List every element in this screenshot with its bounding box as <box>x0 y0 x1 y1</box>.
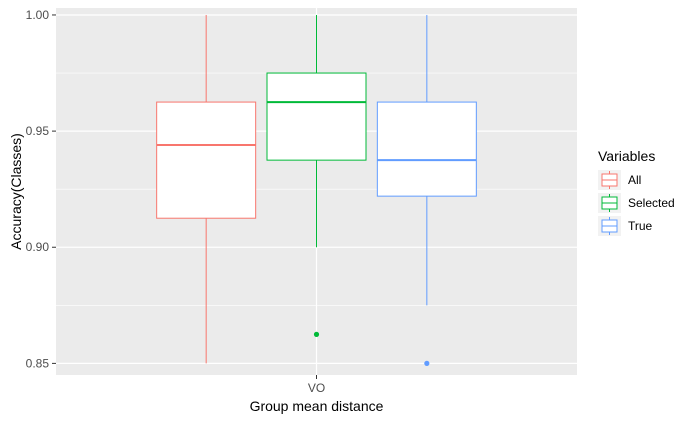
box-selected <box>266 14 367 337</box>
legend-label: All <box>628 173 641 187</box>
legend-label: True <box>628 219 653 233</box>
y-tick-label: 0.90 <box>26 240 50 254</box>
box-body <box>156 101 257 219</box>
legend-title: Variables <box>598 148 655 164</box>
legend-item-all: All <box>598 170 641 190</box>
y-axis: 0.85 0.90 0.95 1.00 <box>26 8 56 370</box>
legend-label: Selected <box>628 196 675 210</box>
box-body <box>266 72 367 161</box>
y-tick-label: 0.85 <box>26 356 50 370</box>
box-true <box>376 14 477 366</box>
outlier-point <box>313 331 320 337</box>
outlier-point <box>424 360 430 366</box>
box-body <box>376 101 477 197</box>
legend-item-true: True <box>598 216 653 236</box>
legend: Variables All Selected True <box>598 148 675 236</box>
y-axis-title: Accuracy(Classes) <box>8 133 24 250</box>
y-tick-label: 1.00 <box>26 8 50 22</box>
boxes <box>156 14 477 366</box>
x-axis: VO <box>308 375 325 395</box>
x-tick-label: VO <box>308 381 325 395</box>
box-all <box>156 14 257 364</box>
legend-item-selected: Selected <box>598 193 675 213</box>
y-tick-label: 0.95 <box>26 124 50 138</box>
x-axis-title: Group mean distance <box>250 398 384 414</box>
